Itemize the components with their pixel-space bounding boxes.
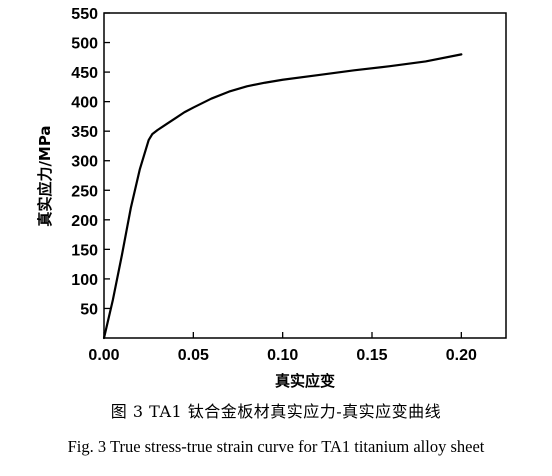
x-tick-label: 0.15 [356, 347, 387, 364]
figure-caption-english: Fig. 3 True stress-true strain curve for… [67, 437, 485, 456]
y-tick-label: 400 [71, 95, 98, 112]
stress-strain-curve [102, 53, 463, 340]
x-axis-title: 真实应变 [275, 372, 335, 390]
tick-marks [103, 12, 462, 338]
y-tick-label: 300 [71, 154, 98, 171]
y-axis-title: 真实应力/MPa [36, 125, 54, 226]
y-tick-label: 250 [71, 183, 98, 200]
x-tick-label: 0.10 [267, 347, 298, 364]
tick-labels: 50 100 150 200 250 300 350 400 450 500 550 0.00 0.05… [71, 6, 477, 364]
figure-caption-chinese: 图 3 TA1 钛合金板材真实应力-真实应变曲线 [110, 402, 442, 421]
chart: 50 100 150 200 250 300 350 400 450 500 550 0.00 0.05… [36, 6, 507, 390]
y-tick-label: 350 [71, 124, 98, 141]
y-tick-label: 100 [71, 272, 98, 289]
y-tick-label: 550 [71, 6, 98, 23]
plot-frame [103, 12, 507, 339]
y-tick-label: 150 [71, 242, 98, 259]
x-tick-label: 0.20 [446, 347, 477, 364]
x-tick-label: 0.00 [88, 347, 119, 364]
y-tick-label: 200 [71, 213, 98, 230]
y-tick-label: 450 [71, 65, 98, 82]
y-tick-label: 500 [71, 36, 98, 53]
y-tick-label: 50 [80, 301, 98, 318]
x-tick-label: 0.05 [178, 347, 209, 364]
